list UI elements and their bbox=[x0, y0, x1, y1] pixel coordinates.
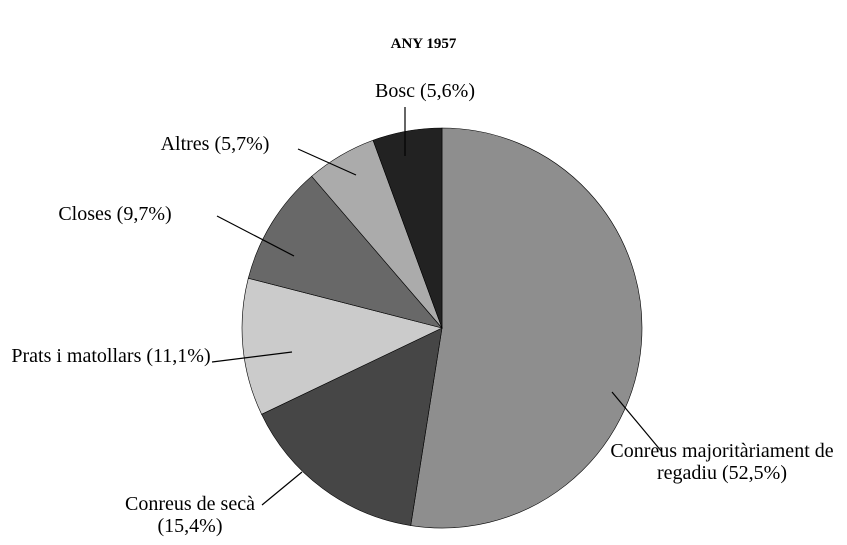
category-label: Conreus de secà bbox=[125, 493, 255, 515]
slice-label: Bosc (5,6%) bbox=[330, 80, 520, 102]
value-label: (5,7%) bbox=[214, 133, 270, 155]
slice-label: Altres (5,7%) bbox=[120, 133, 310, 155]
leader-line bbox=[261, 471, 303, 506]
category-label: Prats i matollars bbox=[11, 345, 142, 367]
slice-label: Prats i matollars (11,1%) bbox=[0, 345, 222, 367]
pie-slice bbox=[241, 277, 443, 415]
pie-slice bbox=[410, 127, 643, 529]
value-label: (5,6%) bbox=[420, 80, 475, 102]
leader-line bbox=[297, 148, 357, 176]
leader-line bbox=[211, 351, 293, 363]
slice-label: Conreus majoritàriament de regadiu (52,5… bbox=[604, 440, 840, 484]
value-label: (15,4%) bbox=[157, 515, 223, 537]
category-label: Bosc bbox=[375, 80, 415, 102]
pie-slice bbox=[261, 327, 443, 526]
category-label: Altres bbox=[160, 133, 210, 155]
leader-lines bbox=[211, 107, 663, 506]
pie-slice bbox=[372, 127, 443, 329]
slice-label: Closes (9,7%) bbox=[10, 203, 220, 225]
pie bbox=[241, 127, 643, 529]
category-label: Closes bbox=[58, 203, 112, 225]
value-label: (9,7%) bbox=[116, 203, 172, 225]
leader-line bbox=[216, 215, 295, 257]
value-label: (52,5%) bbox=[722, 462, 787, 484]
pie-slice bbox=[247, 175, 443, 329]
leader-line bbox=[611, 391, 663, 453]
chart-title: ANY 1957 bbox=[390, 36, 457, 52]
value-label: (11,1%) bbox=[146, 345, 211, 367]
category-label: Conreus majoritàriament de regadiu bbox=[610, 440, 834, 484]
slice-label: Conreus de secà (15,4%) bbox=[95, 493, 285, 537]
